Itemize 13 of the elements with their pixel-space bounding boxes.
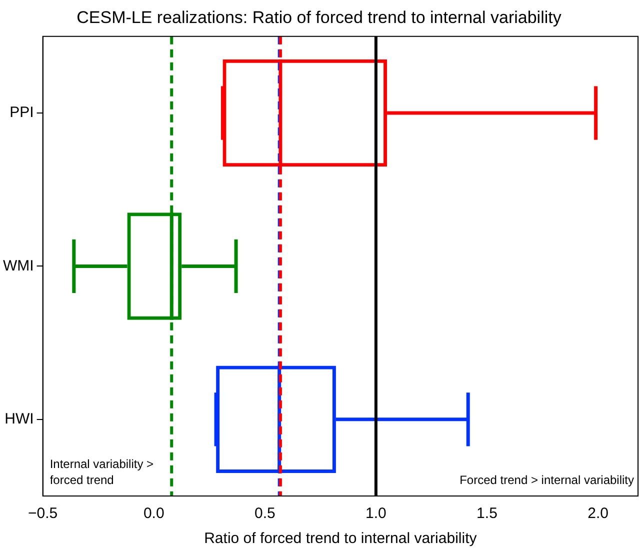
- y-tick-label: HWI: [4, 410, 34, 428]
- annotation: Forced trend > internal variability: [460, 473, 634, 487]
- x-tick-label: 1.0: [366, 505, 386, 522]
- x-tick-label: −0.5: [28, 505, 58, 522]
- y-tick-label: PPI: [10, 104, 34, 122]
- x-tick-label: 0.0: [143, 505, 164, 522]
- x-tick-label: 1.5: [476, 505, 498, 522]
- annotation: Internal variability > forced trend: [50, 457, 154, 487]
- x-tick-label: 0.5: [254, 505, 276, 522]
- chart-title: CESM-LE realizations: Ratio of forced trend to internal variability: [76, 8, 562, 27]
- x-tick-label: 2.0: [588, 505, 608, 522]
- x-axis-title: Ratio of forced trend to internal variability: [204, 530, 478, 548]
- y-tick-label: WMI: [2, 257, 34, 274]
